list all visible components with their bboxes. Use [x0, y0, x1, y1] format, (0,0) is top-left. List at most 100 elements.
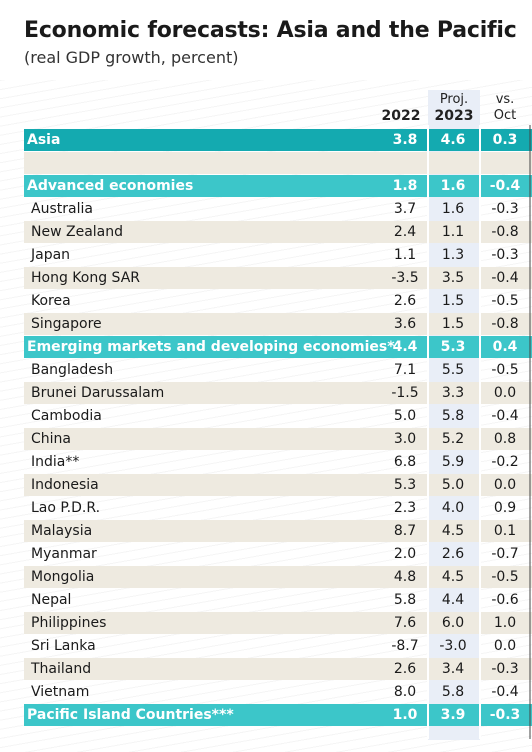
value-2023: 2.6 [441, 546, 465, 562]
row-label: Pacific Island Countries*** [27, 707, 234, 723]
row-label: Singapore [31, 316, 102, 332]
value-2023: 3.9 [440, 707, 466, 723]
table-row: Asia 3.8 4.6 0.3 [24, 129, 532, 151]
table-row: Bangladesh 7.1 5.5 -0.5 [24, 359, 532, 381]
value-2022: 2.4 [393, 224, 417, 240]
value-2022: 1.8 [392, 178, 418, 194]
row-label: Nepal [31, 592, 72, 608]
table-row: Korea 2.6 1.5 -0.5 [24, 290, 532, 312]
value-vs-oct: -0.4 [489, 178, 521, 194]
value-2023: 1.3 [441, 247, 465, 263]
value-vs-oct: 0.9 [493, 500, 517, 516]
value-vs-oct: 0.3 [492, 132, 518, 148]
value-2023: 1.5 [441, 293, 465, 309]
value-vs-oct: -0.3 [491, 201, 519, 217]
table-row: Hong Kong SAR -3.5 3.5 -0.4 [24, 267, 532, 289]
table-row: Philippines 7.6 6.0 1.0 [24, 612, 532, 634]
row-label: Bangladesh [31, 362, 114, 378]
value-2022: 5.3 [393, 477, 417, 493]
row-label: Myanmar [31, 546, 97, 562]
value-vs-oct: -0.4 [491, 270, 519, 286]
value-vs-oct: 1.0 [493, 615, 517, 631]
table-row: Myanmar 2.0 2.6 -0.7 [24, 543, 532, 565]
header-proj-label: Proj. [439, 92, 469, 107]
value-2023: 1.5 [441, 316, 465, 332]
table-row: Pacific Island Countries*** 1.0 3.9 -0.3 [24, 704, 532, 726]
row-label: Cambodia [31, 408, 102, 424]
chart-subtitle: (real GDP growth, percent) [24, 48, 239, 67]
row-label: Vietnam [31, 684, 90, 700]
value-2023: 5.0 [441, 477, 465, 493]
table-row: China 3.0 5.2 0.8 [24, 428, 532, 450]
chart-title: Economic forecasts: Asia and the Pacific [24, 18, 517, 43]
value-2023: 5.5 [441, 362, 465, 378]
row-label: Mongolia [31, 569, 95, 585]
table-row: Malaysia 8.7 4.5 0.1 [24, 520, 532, 542]
column-divider [427, 125, 429, 739]
row-label: Malaysia [31, 523, 93, 539]
row-label: Sri Lanka [31, 638, 96, 654]
table-row: Mongolia 4.8 4.5 -0.5 [24, 566, 532, 588]
value-vs-oct: -0.5 [491, 569, 519, 585]
value-2023: 3.5 [441, 270, 465, 286]
table-row: New Zealand 2.4 1.1 -0.8 [24, 221, 532, 243]
table-row: Singapore 3.6 1.5 -0.8 [24, 313, 532, 335]
value-2022: 1.0 [392, 707, 418, 723]
value-vs-oct: 0.0 [493, 385, 517, 401]
header-oct: Oct [493, 108, 517, 123]
value-2023: 5.2 [441, 431, 465, 447]
table-row: Emerging markets and developing economie… [24, 336, 532, 358]
table-row: Cambodia 5.0 5.8 -0.4 [24, 405, 532, 427]
value-vs-oct: 0.0 [493, 638, 517, 654]
row-label: Emerging markets and developing economie… [27, 339, 395, 355]
value-2022: 4.8 [393, 569, 417, 585]
table-row: Australia 3.7 1.6 -0.3 [24, 198, 532, 220]
value-vs-oct: -0.6 [491, 592, 519, 608]
value-2023: 5.3 [440, 339, 466, 355]
table-row: Nepal 5.8 4.4 -0.6 [24, 589, 532, 611]
value-vs-oct: 0.8 [493, 431, 517, 447]
value-2023: 4.0 [441, 500, 465, 516]
value-vs-oct: 0.1 [493, 523, 517, 539]
table-row: Japan 1.1 1.3 -0.3 [24, 244, 532, 266]
value-2022: 3.0 [393, 431, 417, 447]
row-label: Brunei Darussalam [31, 385, 165, 401]
table-row: Thailand 2.6 3.4 -0.3 [24, 658, 532, 680]
value-2022: -3.5 [391, 270, 419, 286]
row-label: Japan [31, 247, 71, 263]
value-2023: 1.1 [441, 224, 465, 240]
table-row: Lao P.D.R. 2.3 4.0 0.9 [24, 497, 532, 519]
value-vs-oct: -0.4 [491, 684, 519, 700]
value-2023: 4.5 [441, 523, 465, 539]
value-2022: 3.7 [393, 201, 417, 217]
table-row: Brunei Darussalam -1.5 3.3 0.0 [24, 382, 532, 404]
value-2022: 6.8 [393, 454, 417, 470]
value-2022: 4.4 [392, 339, 418, 355]
value-2022: 2.3 [393, 500, 417, 516]
value-2023: 4.6 [440, 132, 466, 148]
row-label: New Zealand [31, 224, 123, 240]
header-vs-label: vs. [495, 92, 515, 107]
row-label: China [31, 431, 71, 447]
row-label: Australia [31, 201, 93, 217]
value-2022: -1.5 [391, 385, 419, 401]
row-label: Korea [31, 293, 71, 309]
value-2023: 6.0 [441, 615, 465, 631]
value-vs-oct: -0.4 [491, 408, 519, 424]
value-2022: 8.7 [393, 523, 417, 539]
row-label: Indonesia [31, 477, 99, 493]
value-2023: 3.3 [441, 385, 465, 401]
row-label: Asia [27, 132, 61, 148]
value-vs-oct: -0.8 [491, 316, 519, 332]
value-vs-oct: 0.4 [492, 339, 518, 355]
value-2022: 2.6 [393, 661, 417, 677]
value-2022: 3.8 [392, 132, 418, 148]
row-label: Philippines [31, 615, 107, 631]
header-2023: 2023 [434, 108, 474, 124]
value-2023: 1.6 [440, 178, 466, 194]
value-2022: 5.8 [393, 592, 417, 608]
value-vs-oct: -0.3 [491, 247, 519, 263]
value-2022: 7.1 [393, 362, 417, 378]
value-2023: -3.0 [439, 638, 467, 654]
value-vs-oct: -0.8 [491, 224, 519, 240]
